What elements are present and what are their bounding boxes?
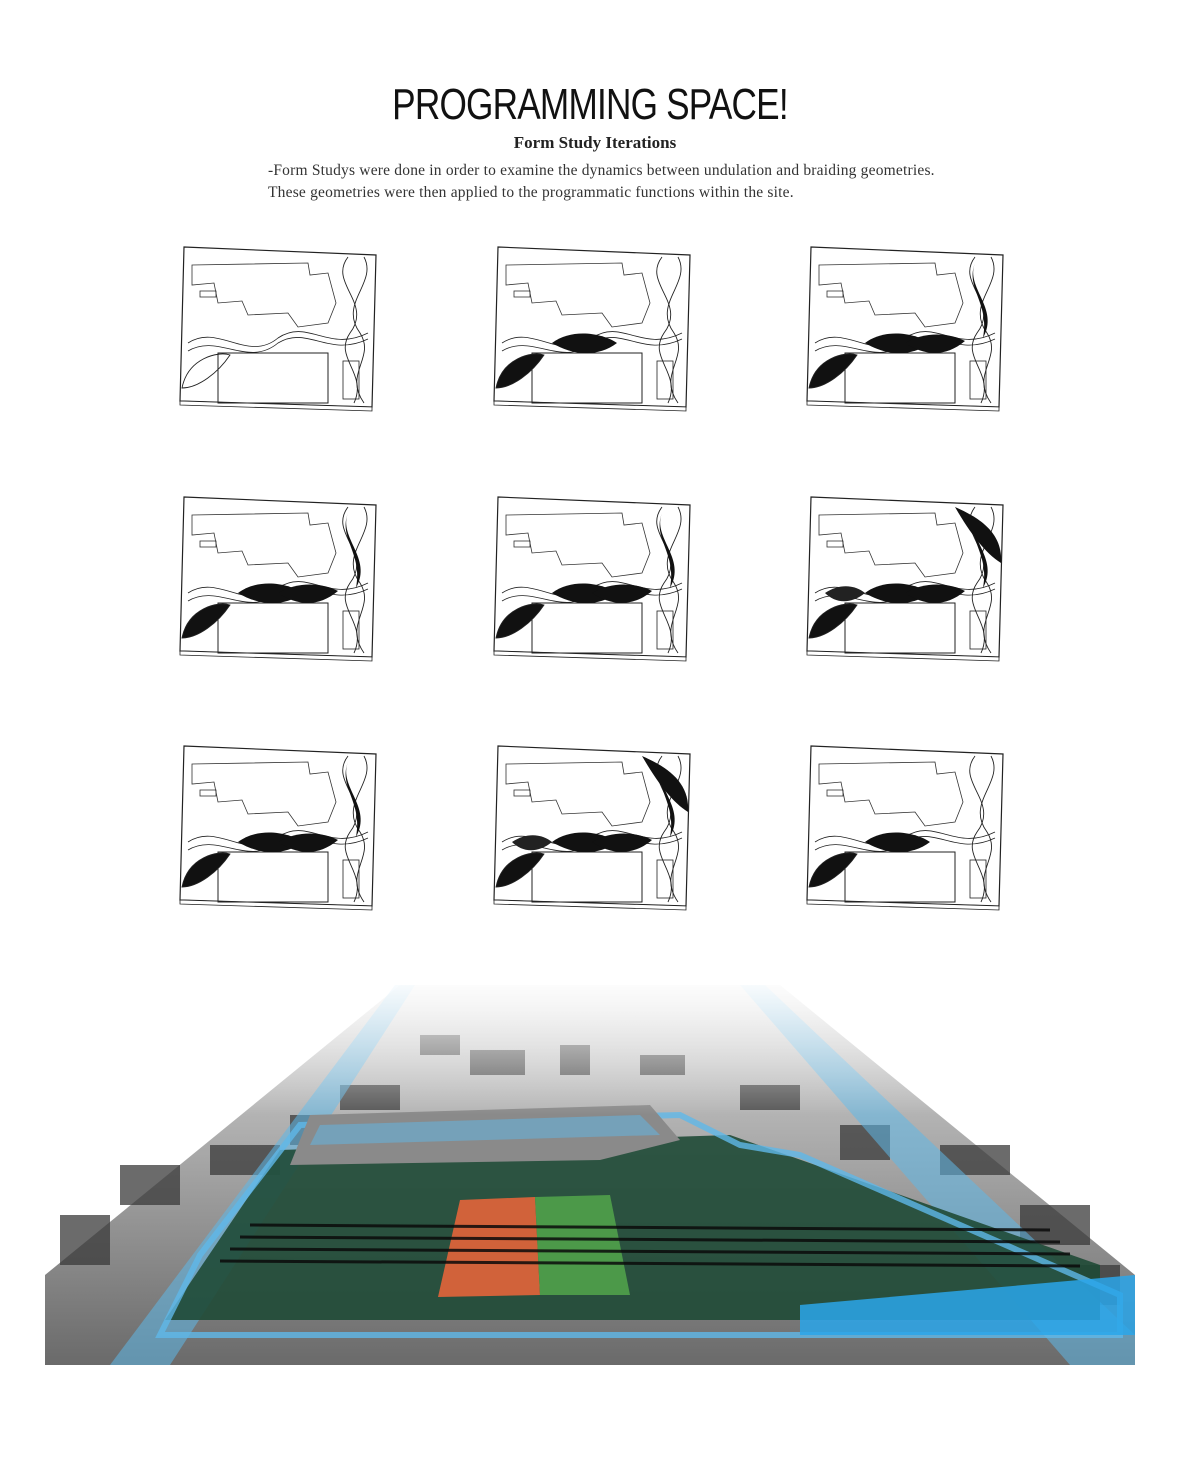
form-study-2: [492, 243, 692, 413]
page-subtitle: Form Study Iterations: [513, 133, 677, 152]
form-study-3: [805, 243, 1005, 413]
form-study-8: [492, 742, 692, 912]
form-study-9: [805, 742, 1005, 912]
page-title: PROGRAMMING SPACE!: [392, 80, 788, 129]
form-study-1: [178, 243, 378, 413]
aerial-site-graphic: [40, 975, 1140, 1375]
aerial-site-view: [40, 975, 1140, 1375]
form-study-6: [805, 493, 1005, 663]
form-study-5: [492, 493, 692, 663]
description-line-2: These geometries were then applied to th…: [268, 184, 794, 201]
description-line-1: -Form Studys were done in order to exami…: [268, 162, 935, 179]
form-study-4: [178, 493, 378, 663]
form-study-7: [178, 742, 378, 912]
description: -Form Studys were done in order to exami…: [268, 160, 1048, 204]
form-study-grid: [178, 243, 1005, 912]
